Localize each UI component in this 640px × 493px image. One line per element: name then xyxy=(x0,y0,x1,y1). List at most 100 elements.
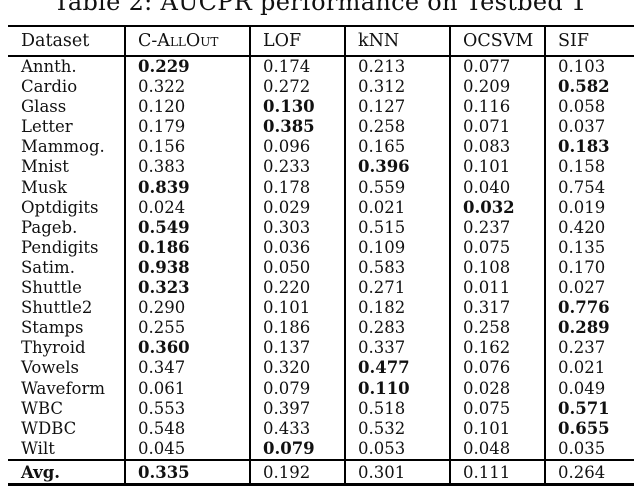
table-row: Annth. 0.229 0.174 0.213 0.077 0.103 xyxy=(8,56,634,78)
value-cell: 0.271 xyxy=(344,278,450,299)
dataset-cell-shuttle: Shuttle xyxy=(21,278,82,298)
value-cell: 0.335 xyxy=(124,459,250,485)
value-cell: 0.192 xyxy=(249,459,345,485)
dataset-cell-shuttle2: Shuttle2 xyxy=(21,298,93,318)
table-row: Pageb. 0.549 0.303 0.515 0.237 0.420 xyxy=(8,217,634,238)
value-cell: 0.058 xyxy=(544,97,634,118)
value-cell: 0.049 xyxy=(544,378,634,399)
dataset-cell-pageb: Pageb. xyxy=(21,217,78,237)
table-row: Mnist 0.383 0.233 0.396 0.101 0.158 xyxy=(8,157,634,178)
value-cell: 0.045 xyxy=(124,438,250,460)
value-cell: 0.655 xyxy=(544,418,634,439)
value-cell: 0.515 xyxy=(344,217,450,238)
value-cell: 0.583 xyxy=(344,257,450,279)
dataset-cell-pendigits: Pendigits xyxy=(21,237,99,257)
table-row: Mammog. 0.156 0.096 0.165 0.083 0.183 xyxy=(8,137,634,158)
value-cell: 0.021 xyxy=(344,197,450,218)
table-caption-text: Table 2: AUCPR performance on Testbed 1 xyxy=(53,0,587,15)
value-cell: 0.839 xyxy=(124,177,250,198)
value-cell: 0.029 xyxy=(249,197,345,218)
column-header-sif: SIF xyxy=(544,26,634,56)
dataset-cell-glass: Glass xyxy=(21,97,67,117)
value-cell: 0.347 xyxy=(124,358,250,379)
value-cell: 0.553 xyxy=(124,398,250,419)
value-cell: 0.183 xyxy=(544,137,634,158)
value-cell: 0.108 xyxy=(449,257,545,279)
value-cell: 0.021 xyxy=(544,358,634,379)
value-cell: 0.061 xyxy=(124,378,250,399)
value-cell: 0.518 xyxy=(344,398,450,419)
average-row: Avg. 0.335 0.192 0.301 0.111 0.264 xyxy=(8,459,634,485)
value-cell: 0.174 xyxy=(249,56,345,78)
dataset-cell-letter: Letter xyxy=(21,117,73,137)
value-cell: 0.312 xyxy=(344,77,450,98)
value-cell: 0.036 xyxy=(249,237,345,258)
value-cell: 0.179 xyxy=(124,117,250,138)
value-cell: 0.477 xyxy=(344,358,450,379)
value-cell: 0.258 xyxy=(449,318,545,339)
value-cell: 0.165 xyxy=(344,137,450,158)
column-header-c-allout: C-AllOut xyxy=(124,26,250,56)
value-cell: 0.109 xyxy=(344,237,450,258)
value-cell: 0.101 xyxy=(449,418,545,439)
value-cell: 0.323 xyxy=(124,278,250,299)
value-cell: 0.301 xyxy=(344,459,450,485)
value-cell: 0.024 xyxy=(124,197,250,218)
value-cell: 0.096 xyxy=(249,137,345,158)
value-cell: 0.040 xyxy=(449,177,545,198)
column-header-dataset: Dataset xyxy=(21,31,90,51)
value-cell: 0.571 xyxy=(544,398,634,419)
value-cell: 0.532 xyxy=(344,418,450,439)
table-row: Glass 0.120 0.130 0.127 0.116 0.058 xyxy=(8,97,634,118)
value-cell: 0.182 xyxy=(344,298,450,319)
value-cell: 0.170 xyxy=(544,257,634,279)
value-cell: 0.383 xyxy=(124,157,250,178)
value-cell: 0.162 xyxy=(449,338,545,359)
value-cell: 0.027 xyxy=(544,278,634,299)
value-cell: 0.209 xyxy=(449,77,545,98)
value-cell: 0.283 xyxy=(344,318,450,339)
value-cell: 0.337 xyxy=(344,338,450,359)
value-cell: 0.582 xyxy=(544,77,634,98)
value-cell: 0.776 xyxy=(544,298,634,319)
dataset-cell-vowels: Vowels xyxy=(21,358,79,378)
value-cell: 0.255 xyxy=(124,318,250,339)
value-cell: 0.237 xyxy=(449,217,545,238)
value-cell: 0.050 xyxy=(249,257,345,279)
value-cell: 0.053 xyxy=(344,438,450,460)
table-row: Pendigits 0.186 0.036 0.109 0.075 0.135 xyxy=(8,237,634,258)
value-cell: 0.101 xyxy=(449,157,545,178)
table-row: Wilt 0.045 0.079 0.053 0.048 0.035 xyxy=(8,438,634,460)
table-row: Cardio 0.322 0.272 0.312 0.209 0.582 xyxy=(8,77,634,98)
value-cell: 0.137 xyxy=(249,338,345,359)
value-cell: 0.032 xyxy=(449,197,545,218)
value-cell: 0.127 xyxy=(344,97,450,118)
value-cell: 0.077 xyxy=(449,56,545,78)
value-cell: 0.320 xyxy=(249,358,345,379)
dataset-cell-avg: Avg. xyxy=(21,462,61,482)
dataset-cell-mnist: Mnist xyxy=(21,157,69,177)
value-cell: 0.289 xyxy=(544,318,634,339)
value-cell: 0.360 xyxy=(124,338,250,359)
value-cell: 0.186 xyxy=(249,318,345,339)
value-cell: 0.019 xyxy=(544,197,634,218)
value-cell: 0.135 xyxy=(544,237,634,258)
dataset-cell-musk: Musk xyxy=(21,177,67,197)
value-cell: 0.272 xyxy=(249,77,345,98)
table-row: Stamps 0.255 0.186 0.283 0.258 0.289 xyxy=(8,318,634,339)
dataset-cell-wilt: Wilt xyxy=(21,438,55,458)
value-cell: 0.754 xyxy=(544,177,634,198)
value-cell: 0.048 xyxy=(449,438,545,460)
table-row: WBC 0.553 0.397 0.518 0.075 0.571 xyxy=(8,398,634,419)
value-cell: 0.303 xyxy=(249,217,345,238)
dataset-cell-thyroid: Thyroid xyxy=(21,338,86,358)
column-header-ocsvm: OCSVM xyxy=(449,26,545,56)
value-cell: 0.396 xyxy=(344,157,450,178)
value-cell: 0.290 xyxy=(124,298,250,319)
value-cell: 0.156 xyxy=(124,137,250,158)
value-cell: 0.130 xyxy=(249,97,345,118)
value-cell: 0.213 xyxy=(344,56,450,78)
dataset-cell-mammog: Mammog. xyxy=(21,137,105,157)
table-row: Musk 0.839 0.178 0.559 0.040 0.754 xyxy=(8,177,634,198)
value-cell: 0.103 xyxy=(544,56,634,78)
